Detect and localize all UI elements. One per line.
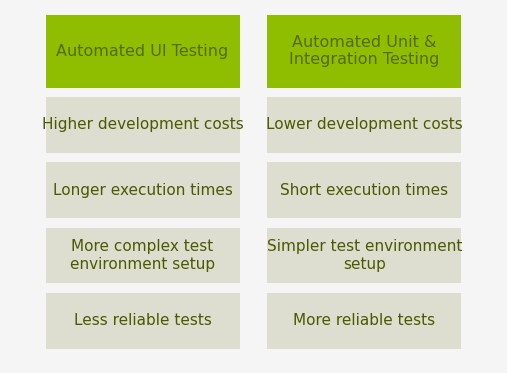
Text: Longer execution times: Longer execution times bbox=[53, 183, 233, 198]
FancyBboxPatch shape bbox=[268, 162, 461, 218]
FancyBboxPatch shape bbox=[46, 97, 240, 153]
Text: Short execution times: Short execution times bbox=[280, 183, 449, 198]
FancyBboxPatch shape bbox=[46, 162, 240, 218]
FancyBboxPatch shape bbox=[46, 228, 240, 283]
Text: More complex test
environment setup: More complex test environment setup bbox=[70, 239, 215, 272]
FancyBboxPatch shape bbox=[268, 97, 461, 153]
Text: Lower development costs: Lower development costs bbox=[266, 117, 463, 132]
Text: Automated UI Testing: Automated UI Testing bbox=[56, 44, 229, 59]
Text: Less reliable tests: Less reliable tests bbox=[74, 313, 211, 328]
Text: Automated Unit &
Integration Testing: Automated Unit & Integration Testing bbox=[289, 35, 440, 68]
FancyBboxPatch shape bbox=[46, 293, 240, 349]
Text: More reliable tests: More reliable tests bbox=[294, 313, 436, 328]
FancyBboxPatch shape bbox=[268, 15, 461, 88]
Text: Higher development costs: Higher development costs bbox=[42, 117, 243, 132]
FancyBboxPatch shape bbox=[46, 15, 240, 88]
Text: Simpler test environment
setup: Simpler test environment setup bbox=[267, 239, 462, 272]
FancyBboxPatch shape bbox=[268, 228, 461, 283]
FancyBboxPatch shape bbox=[268, 293, 461, 349]
